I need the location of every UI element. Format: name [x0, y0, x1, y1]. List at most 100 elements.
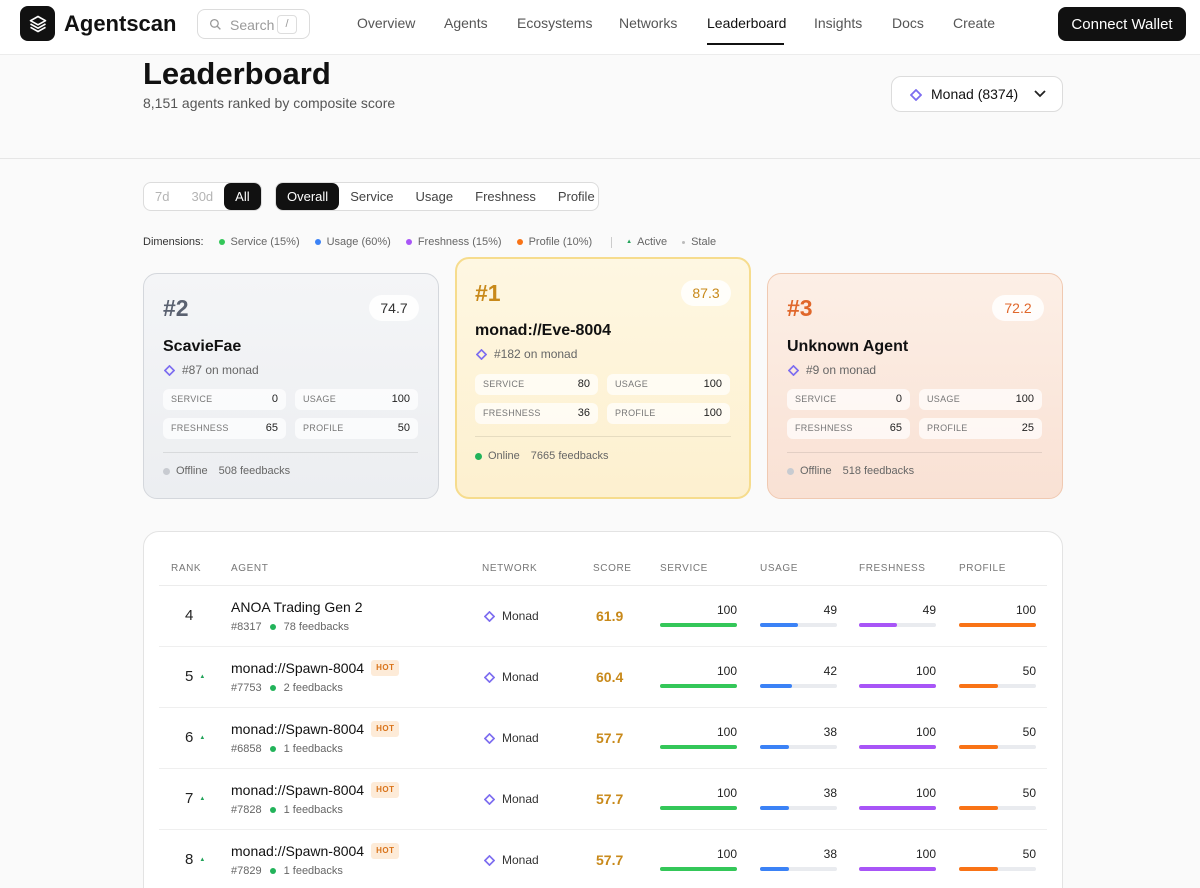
- podium-card-rank-1[interactable]: #1 87.3 monad://Eve-8004 #182 on monad S…: [455, 257, 751, 499]
- row-agent-name[interactable]: monad://Spawn-8004 HOT: [231, 843, 400, 859]
- metric-bar-track: [760, 684, 837, 688]
- metric-bar-track: [660, 745, 737, 749]
- dimension-service[interactable]: Service: [350, 189, 394, 204]
- row-agent-name[interactable]: monad://Spawn-8004 HOT: [231, 660, 400, 676]
- column-header-freshness[interactable]: FRESHNESS: [859, 563, 926, 574]
- nav-ecosystems[interactable]: Ecosystems: [517, 15, 593, 31]
- brand-name[interactable]: Agentscan: [64, 11, 177, 36]
- hot-badge: HOT: [371, 843, 400, 859]
- dimension-freshness[interactable]: Freshness: [475, 189, 536, 204]
- row-score: 60.4: [596, 669, 624, 685]
- period-all[interactable]: All: [224, 183, 261, 210]
- metric-bar-track: [660, 867, 737, 871]
- table-row[interactable]: 8 ▲ monad://Spawn-8004 HOT #7829 1 feedbacks M…: [159, 830, 1047, 888]
- monad-network-icon: [484, 671, 495, 683]
- period-filter: 7d 30d All: [143, 182, 262, 211]
- column-header-service[interactable]: SERVICE: [660, 563, 708, 574]
- metric-bar-track: [660, 684, 737, 688]
- table-row[interactable]: 5 ▲ monad://Spawn-8004 HOT #7753 2 feedbacks M…: [159, 647, 1047, 708]
- row-network: Monad: [484, 853, 539, 867]
- column-header-score[interactable]: SCORE: [593, 563, 632, 574]
- metric-value: 100: [915, 786, 936, 800]
- row-network: Monad: [484, 792, 539, 806]
- online-dot-icon: [269, 746, 276, 752]
- nav-create[interactable]: Create: [953, 15, 996, 31]
- row-rank: 6 ▲: [185, 729, 206, 746]
- podium-metric-profile: PROFILE 100: [607, 403, 730, 424]
- podium-card-rank-3[interactable]: #3 72.2 Unknown Agent #9 on monad SERVIC…: [767, 273, 1063, 499]
- period-7d[interactable]: 7d: [155, 189, 170, 204]
- nav-networks[interactable]: Networks: [619, 15, 678, 31]
- dimension-overall[interactable]: Overall: [276, 183, 340, 210]
- search-shortcut-key: /: [277, 15, 297, 34]
- legend-profile: Profile (10%): [516, 236, 592, 248]
- connect-wallet-button[interactable]: Connect Wallet: [1058, 7, 1186, 41]
- podium-rank: #3: [787, 295, 813, 321]
- period-30d[interactable]: 30d: [191, 189, 214, 204]
- search-placeholder[interactable]: Search: [230, 17, 275, 33]
- row-agent-name[interactable]: ANOA Trading Gen 2: [231, 599, 363, 615]
- row-agent-name[interactable]: monad://Spawn-8004 HOT: [231, 782, 400, 798]
- podium-metric-freshness: FRESHNESS 65: [787, 418, 910, 439]
- metric-bar-track: [660, 806, 737, 810]
- nav-insights[interactable]: Insights: [814, 15, 863, 31]
- dimension-profile[interactable]: Profile: [557, 189, 595, 204]
- row-score: 57.7: [596, 791, 624, 807]
- metric-value: 100: [915, 847, 936, 861]
- network-select[interactable]: Monad (8374): [891, 76, 1063, 112]
- metric-value: 100: [915, 664, 936, 678]
- monad-network-icon: [484, 793, 495, 805]
- podium-agent-name[interactable]: ScavieFae: [163, 338, 242, 355]
- dimension-usage[interactable]: Usage: [415, 189, 454, 204]
- podium-status: Offline 518 feedbacks: [787, 465, 914, 477]
- podium-score: 74.7: [369, 295, 419, 321]
- table-row[interactable]: 4 ANOA Trading Gen 2 #8317 78 feedbacks Mona…: [159, 586, 1047, 647]
- metric-value: 100: [716, 847, 737, 861]
- dimensions-legend: Dimensions: Service (15%) Usage (60%) Fr…: [143, 236, 731, 248]
- metric-bar-track: [959, 806, 1036, 810]
- search-box[interactable]: Search /: [197, 9, 310, 39]
- podium-agent-name[interactable]: Unknown Agent: [787, 338, 909, 355]
- metric-bar-fill: [660, 623, 737, 627]
- nav-overview[interactable]: Overview: [357, 15, 416, 31]
- table-row[interactable]: 7 ▲ monad://Spawn-8004 HOT #7828 1 feedbacks M…: [159, 769, 1047, 830]
- column-header-rank[interactable]: RANK: [171, 563, 202, 574]
- legend-service: Service (15%): [218, 236, 300, 248]
- row-metric-profile: 100: [959, 603, 1036, 627]
- network-select-value: Monad (8374): [931, 86, 1019, 102]
- podium-metric-usage: USAGE 100: [295, 389, 418, 410]
- metric-bar-fill: [859, 867, 936, 871]
- nav-agents[interactable]: Agents: [444, 15, 488, 31]
- podium-status: Offline 508 feedbacks: [163, 465, 290, 477]
- table-row[interactable]: 6 ▲ monad://Spawn-8004 HOT #6858 1 feedbacks M…: [159, 708, 1047, 769]
- podium-rank: #1: [475, 280, 501, 306]
- metric-bar-fill: [660, 684, 737, 688]
- column-header-network[interactable]: NETWORK: [482, 563, 538, 574]
- metric-bar-fill: [660, 745, 737, 749]
- column-header-profile[interactable]: PROFILE: [959, 563, 1006, 574]
- metric-bar-fill: [760, 867, 790, 871]
- metric-bar-fill: [760, 623, 798, 627]
- row-score: 57.7: [596, 730, 624, 746]
- nav-docs[interactable]: Docs: [892, 15, 924, 31]
- row-rank: 5 ▲: [185, 668, 206, 685]
- row-metric-usage: 38: [760, 725, 837, 749]
- row-network: Monad: [484, 609, 539, 623]
- metric-value: 100: [716, 725, 737, 739]
- podium-metric-freshness: FRESHNESS 65: [163, 418, 286, 439]
- nav-leaderboard[interactable]: Leaderboard: [707, 15, 787, 31]
- row-metric-usage: 38: [760, 786, 837, 810]
- metric-value: 38: [823, 725, 837, 739]
- row-rank: 4: [185, 607, 194, 624]
- podium-agent-name[interactable]: monad://Eve-8004: [475, 322, 612, 339]
- row-rank: 8 ▲: [185, 851, 206, 868]
- logo-icon[interactable]: [20, 6, 55, 41]
- row-agent-meta: #8317 78 feedbacks: [231, 621, 350, 633]
- metric-bar-fill: [959, 684, 998, 688]
- metric-value: 38: [823, 847, 837, 861]
- row-rank: 7 ▲: [185, 790, 206, 807]
- column-header-agent[interactable]: AGENT: [231, 563, 269, 574]
- row-agent-name[interactable]: monad://Spawn-8004 HOT: [231, 721, 400, 737]
- column-header-usage[interactable]: USAGE: [760, 563, 799, 574]
- podium-card-rank-2[interactable]: #2 74.7 ScavieFae #87 on monad SERVICE 0 …: [143, 273, 439, 499]
